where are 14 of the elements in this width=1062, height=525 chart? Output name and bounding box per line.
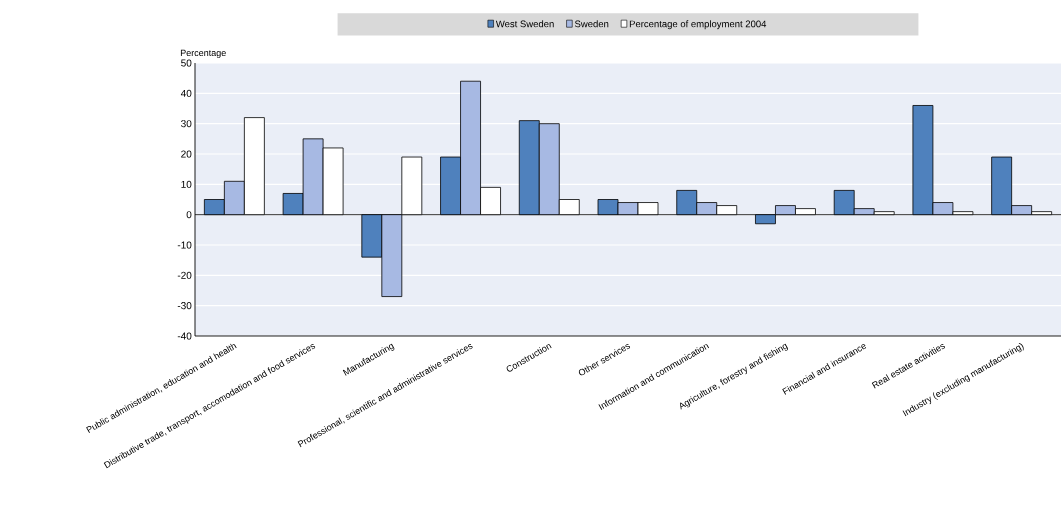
- legend-label: Sweden: [574, 20, 609, 28]
- legend-label: West Sweden: [495, 20, 554, 28]
- y-tick-label: 0: [186, 211, 192, 219]
- y-tick-label: 30: [181, 120, 192, 128]
- y-tick-label: -20: [177, 271, 192, 279]
- legend-label: Percentage of employment 2004: [629, 20, 767, 30]
- y-tick-label: -10: [177, 241, 192, 249]
- y-tick-label: 50: [181, 59, 192, 67]
- y-tick-label: -30: [177, 302, 192, 310]
- y-tick-label: 10: [181, 180, 192, 188]
- y-tick-label: 20: [181, 150, 192, 158]
- y-axis-title: Percentage: [180, 49, 226, 58]
- y-tick-label: -40: [177, 332, 192, 340]
- y-tick-label: 40: [180, 89, 192, 97]
